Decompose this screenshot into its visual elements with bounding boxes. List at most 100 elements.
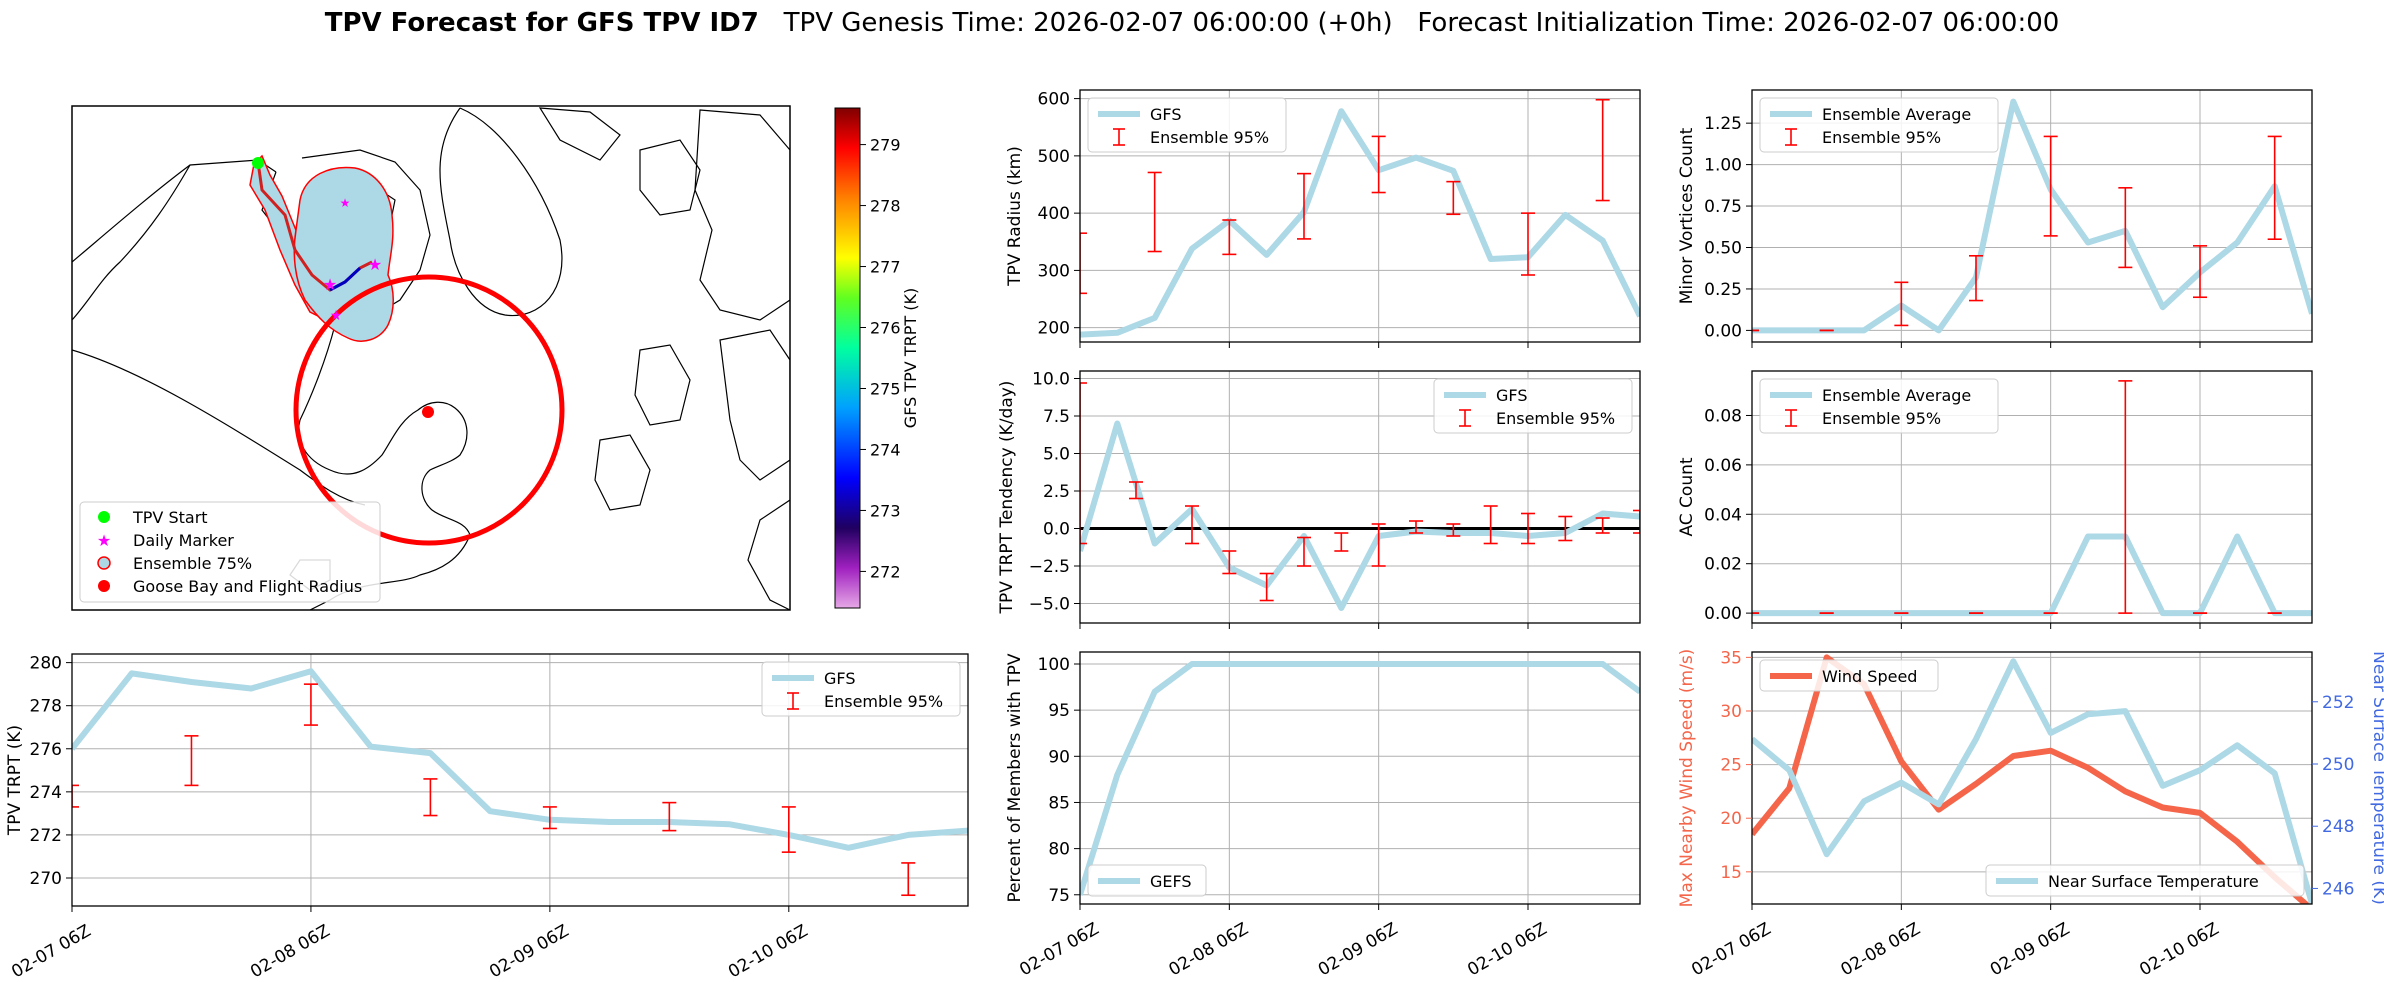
legend-label: Ensemble 95% — [824, 692, 943, 711]
y-right-axis-label: Near Surface Temperature (K) — [2369, 651, 2384, 905]
legend-box — [1985, 864, 2305, 897]
y-tick-label: 0.02 — [1704, 555, 1742, 575]
errorbar — [1297, 536, 1311, 567]
legend-errorbar-icon — [1785, 409, 1797, 427]
y-tick-label: −5.0 — [1029, 595, 1070, 615]
y-tick-label: 200 — [1038, 319, 1070, 339]
errorbar — [1521, 512, 1535, 545]
y-tick-label: 75 — [1048, 886, 1070, 906]
y-right-tick-label: 248 — [2322, 817, 2354, 837]
y-axis-label: TPV TRPT Tendency (K/day) — [997, 381, 1017, 615]
legend-label: Ensemble 95% — [1822, 128, 1941, 147]
colorbar-tick-label: 272 — [870, 562, 901, 581]
legend: GFS Ensemble 95% — [1087, 97, 1287, 153]
errorbar — [542, 806, 557, 830]
errorbar — [2118, 380, 2133, 614]
goose-bay-marker — [422, 406, 434, 418]
ensemble-75-region-main — [293, 166, 394, 342]
legend-errorbar-icon — [1459, 409, 1471, 427]
y-tick-label: 80 — [1048, 840, 1070, 860]
figure-title: TPV Forecast for GFS TPV ID7 TPV Genesis… — [0, 8, 2384, 38]
y-tick-label: 20 — [1720, 809, 1742, 829]
legend-label: GEFS — [1150, 872, 1192, 891]
y-tick-label: 15 — [1720, 863, 1742, 883]
legend-label: Ensemble 95% — [1496, 409, 1615, 428]
errorbar — [1409, 520, 1423, 534]
legend: Wind Speed — [1759, 659, 1939, 692]
errorbar — [1371, 135, 1386, 194]
y-right-tick-label: 246 — [2322, 879, 2354, 899]
errorbar — [1297, 172, 1311, 240]
colorbar-tick-label: 274 — [870, 440, 901, 459]
y-tick-label: 1.00 — [1704, 156, 1742, 176]
y-tick-label: 85 — [1048, 793, 1070, 813]
errorbar — [1129, 481, 1143, 500]
y-tick-label: 30 — [1720, 702, 1742, 722]
y-tick-label: 400 — [1038, 204, 1070, 224]
colorbar-tick-label: 278 — [870, 197, 901, 216]
errorbar — [781, 806, 796, 853]
y-right-tick-label: 252 — [2322, 693, 2354, 713]
errorbar — [2193, 245, 2207, 299]
errorbar — [1185, 505, 1199, 545]
errorbar — [1633, 509, 1640, 534]
y-tick-label: 100 — [1038, 655, 1070, 675]
y-tick-label: 600 — [1038, 90, 1070, 110]
x-tick-label: 02-09 06Z — [1315, 919, 1401, 980]
series-line-gfs — [1080, 420, 1640, 611]
errorbar — [1483, 505, 1498, 545]
chart-trpt: 270 272 274 276 278 280 TPV TRPT (K) 02-07 06Z 0… — [5, 653, 969, 982]
daily-marker-3: ★ — [330, 308, 343, 324]
errorbar — [1558, 515, 1573, 542]
legend-label: GFS — [1496, 386, 1527, 405]
legend-box — [1759, 378, 1999, 434]
axes-frame — [1751, 370, 2313, 624]
legend-errorbar-icon — [1785, 128, 1797, 146]
daily-marker-1: ★ — [323, 275, 337, 294]
errorbar — [1894, 281, 1909, 327]
axes-frame — [1751, 651, 2313, 905]
x-tick-label: 02-09 06Z — [1987, 919, 2073, 980]
y-tick-label: 90 — [1048, 747, 1070, 767]
y-tick-label: 25 — [1720, 756, 1742, 776]
axes-frame — [1751, 89, 2313, 343]
chart-ac: 0.00 0.02 0.04 0.06 0.08 AC Count Ensemble Ave… — [1677, 370, 2313, 629]
legend-daily-marker: Daily Marker — [133, 531, 234, 550]
flight-radius-circle — [293, 274, 565, 546]
legend-label: Ensemble 95% — [1150, 128, 1269, 147]
legend-label: Ensemble 95% — [1822, 409, 1941, 428]
x-tick-label: 02-09 06Z — [486, 921, 572, 982]
series-line-gefs — [1080, 661, 1640, 896]
errorbar — [1080, 232, 1087, 295]
legend: GFS Ensemble 95% — [1433, 378, 1633, 434]
legend-box — [1087, 864, 1207, 897]
title-bold: TPV Forecast for GFS TPV ID7 — [324, 8, 759, 38]
y-axis-label: TPV TRPT (K) — [5, 725, 25, 836]
errorbar — [1334, 532, 1349, 552]
x-tick-label: 02-08 06Z — [1166, 919, 1252, 980]
y-axis-label: AC Count — [1677, 457, 1697, 536]
y-tick-label: 276 — [30, 740, 62, 760]
chart-minor: 0.00 0.25 0.50 0.75 1.00 1.25 Minor Vortices C… — [1677, 89, 2313, 348]
colorbar: GFS TPV TRPT (K) 272 273 274 275 276 277 278 27… — [834, 107, 920, 609]
legend-label: Near Surface Temperature — [2048, 872, 2259, 891]
daily-marker-4: ★ — [340, 196, 351, 210]
y-tick-label: −2.5 — [1029, 557, 1070, 577]
y-tick-label: 1.25 — [1704, 114, 1742, 134]
legend-tpv-start: TPV Start — [132, 508, 208, 527]
x-tick-label: 02-07 06Z — [1688, 919, 1774, 980]
y-axis-label: Percent of Members with TPV — [1005, 653, 1025, 902]
series-line-ensemble-average — [1752, 533, 2312, 617]
colorbar-tick-label: 276 — [870, 319, 901, 338]
legend: Ensemble Average Ensemble 95% — [1759, 378, 1999, 434]
x-tick-label: 02-10 06Z — [725, 921, 811, 982]
errorbar — [901, 862, 916, 897]
legend-box — [1759, 97, 1999, 153]
y-tick-label: 2.5 — [1043, 482, 1070, 502]
x-tick-label: 02-10 06Z — [1464, 919, 1550, 980]
errorbar — [1147, 171, 1162, 253]
y-tick-label: 0.08 — [1704, 406, 1742, 426]
errorbar — [184, 735, 199, 787]
y-axis-label: Minor Vortices Count — [1677, 127, 1697, 304]
